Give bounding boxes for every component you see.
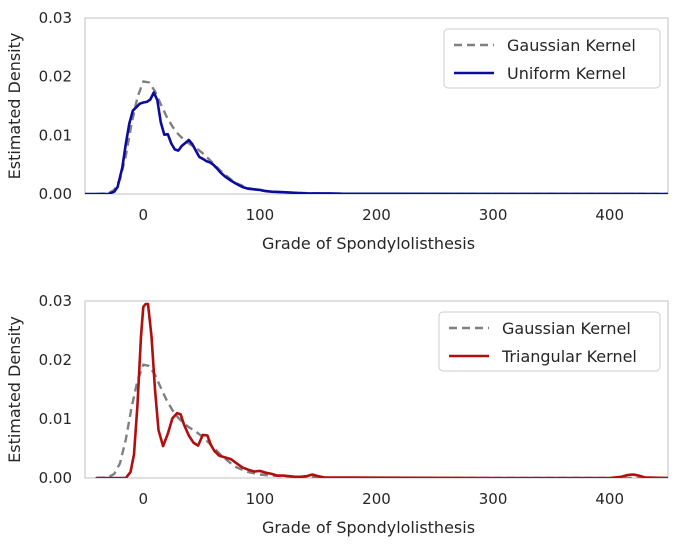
chart-panel-2: 0 100 200 300 400 0.00 0.01 0.02 0.03 Grade of Sp… <box>5 292 669 537</box>
x-tick-label: 100 <box>246 490 275 508</box>
series-line-triangular-kernel <box>95 302 668 478</box>
x-tick-label: 0 <box>139 490 149 508</box>
x-tick-label: 0 <box>139 206 149 224</box>
legend: Gaussian Kernel Triangular Kernel <box>438 311 661 372</box>
legend-label: Triangular Kernel <box>501 347 637 366</box>
y-tick-label: 0.00 <box>39 185 72 203</box>
legend-label: Gaussian Kernel <box>502 319 631 338</box>
series-line-gaussian-kernel <box>96 363 668 478</box>
x-tick-label: 200 <box>362 206 391 224</box>
chart-panel-1: 0 100 200 300 400 0.00 0.01 0.02 0.03 Grade of Sp… <box>5 9 669 253</box>
legend: Gaussian Kernel Uniform Kernel <box>443 28 661 89</box>
legend-box <box>438 311 661 372</box>
series-line-uniform-kernel <box>85 91 668 194</box>
x-tick-label: 200 <box>362 490 391 508</box>
y-tick-label: 0.03 <box>39 292 72 310</box>
y-tick-label: 0.01 <box>39 126 72 144</box>
x-axis-label: Grade of Spondylolisthesis <box>262 518 475 537</box>
y-tick-label: 0.00 <box>39 469 72 487</box>
x-tick-label: 300 <box>479 206 508 224</box>
legend-label: Uniform Kernel <box>507 64 626 83</box>
legend-label: Gaussian Kernel <box>507 36 636 55</box>
x-tick-label: 100 <box>246 206 275 224</box>
x-axis-label: Grade of Spondylolisthesis <box>262 234 475 253</box>
y-axis-label: Estimated Density <box>5 33 24 180</box>
y-tick-label: 0.02 <box>39 68 72 86</box>
legend-box <box>443 28 661 89</box>
y-axis-label: Estimated Density <box>5 316 24 463</box>
x-tick-label: 300 <box>479 490 508 508</box>
y-tick-label: 0.02 <box>39 351 72 369</box>
series-line-gaussian-kernel <box>96 80 668 194</box>
x-tick-label: 400 <box>595 490 624 508</box>
y-tick-label: 0.03 <box>39 9 72 27</box>
x-tick-label: 400 <box>595 206 624 224</box>
y-tick-label: 0.01 <box>39 410 72 428</box>
